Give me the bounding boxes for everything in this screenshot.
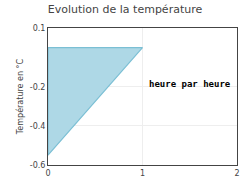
- svg-text:-0.6: -0.6: [30, 161, 46, 170]
- svg-text:0: 0: [45, 169, 50, 178]
- svg-text:Evolution de la température: Evolution de la température: [48, 3, 203, 16]
- svg-text:-0.2: -0.2: [30, 83, 46, 92]
- svg-text:Température en °C: Température en °C: [15, 58, 25, 135]
- svg-text:1: 1: [140, 169, 145, 178]
- svg-text:0.1: 0.1: [33, 24, 46, 33]
- svg-text:2: 2: [234, 169, 239, 178]
- svg-text:-0.4: -0.4: [30, 122, 46, 131]
- svg-text:heure par heure: heure par heure: [149, 79, 231, 89]
